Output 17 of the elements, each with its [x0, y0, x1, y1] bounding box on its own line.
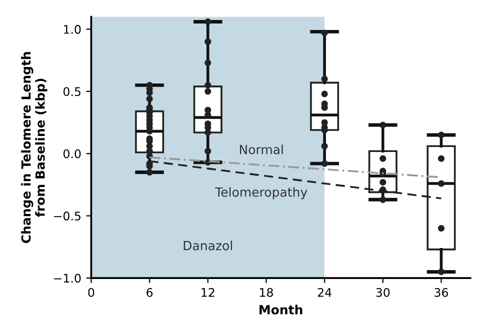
y-tick-label: −0.5: [54, 212, 80, 220]
y-tick-label: 0.0: [63, 149, 81, 158]
x-tick-label: 18: [260, 288, 273, 297]
y-tick-label: 0.5: [63, 87, 80, 96]
x-tick-label: 0: [88, 288, 94, 297]
series-label: Telomeropathy: [215, 187, 308, 200]
x-tick-label: 30: [376, 288, 390, 297]
series-label: Normal: [240, 144, 283, 154]
x-tick-label: 36: [434, 288, 448, 297]
x-tick-label: 6: [146, 288, 153, 297]
y-tick-label: −1.0: [54, 274, 81, 283]
x-tick-label: 24: [318, 288, 332, 297]
y-axis-title: Change in Telomere Length from Baseline (kbp): [21, 52, 48, 244]
x-tick-label: 12: [202, 288, 214, 297]
y-tick-label: 1.0: [64, 24, 81, 34]
x-axis-title: Month: [260, 304, 302, 314]
band-label: Danazol: [184, 240, 232, 250]
